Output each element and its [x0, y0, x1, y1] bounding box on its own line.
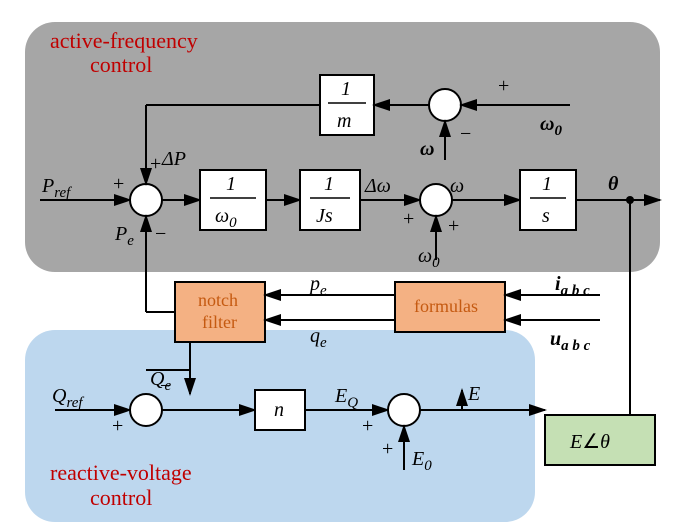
sign-sumq-left: +	[112, 415, 123, 437]
label-notch1: notch	[198, 290, 238, 310]
frac-1js-num: 1	[324, 173, 334, 195]
sign-sumtop-bot: −	[460, 123, 471, 145]
title-active-2: control	[90, 52, 152, 77]
label-w-out: ω	[450, 175, 464, 197]
sum-top	[429, 89, 461, 121]
sum-p	[130, 184, 162, 216]
sign-sumw-left: +	[403, 208, 414, 230]
label-formulas: formulas	[414, 296, 478, 316]
label-E: E	[467, 383, 480, 405]
label-dw: Δω	[364, 175, 391, 197]
title-reactive-1: reactive-voltage	[50, 460, 192, 485]
sum-q	[130, 394, 162, 426]
sign-sum-p-bot: −	[155, 223, 166, 245]
sign-sume-bot: +	[382, 438, 393, 460]
frac-1js-den: Js	[316, 205, 333, 227]
frac-1m-den: m	[337, 110, 351, 132]
label-uabc: ua b c	[550, 328, 591, 354]
sign-sum-p-top: +	[150, 153, 161, 175]
sign-sum-p-left: +	[113, 173, 124, 195]
label-theta: θ	[608, 173, 619, 195]
sign-sumq-top: −	[160, 375, 171, 397]
frac-1s-den: s	[542, 205, 550, 227]
title-reactive-2: control	[90, 485, 152, 510]
label-n: n	[274, 399, 284, 421]
label-w-up: ω	[420, 138, 434, 160]
label-ephase: E∠θ	[569, 431, 610, 453]
label-dp: ΔP	[161, 148, 186, 170]
label-iabc: ia b c	[555, 273, 590, 299]
sign-sume-left: +	[362, 415, 373, 437]
frac-1w0-num: 1	[226, 173, 236, 195]
sum-w	[420, 184, 452, 216]
frac-1m-num: 1	[341, 78, 351, 100]
frac-1s-num: 1	[542, 173, 552, 195]
sum-e	[388, 394, 420, 426]
title-active-1: active-frequency	[50, 28, 198, 53]
label-notch2: filter	[202, 312, 237, 332]
sign-sumw-bot: +	[448, 215, 459, 237]
sign-sumtop-right: +	[498, 75, 509, 97]
